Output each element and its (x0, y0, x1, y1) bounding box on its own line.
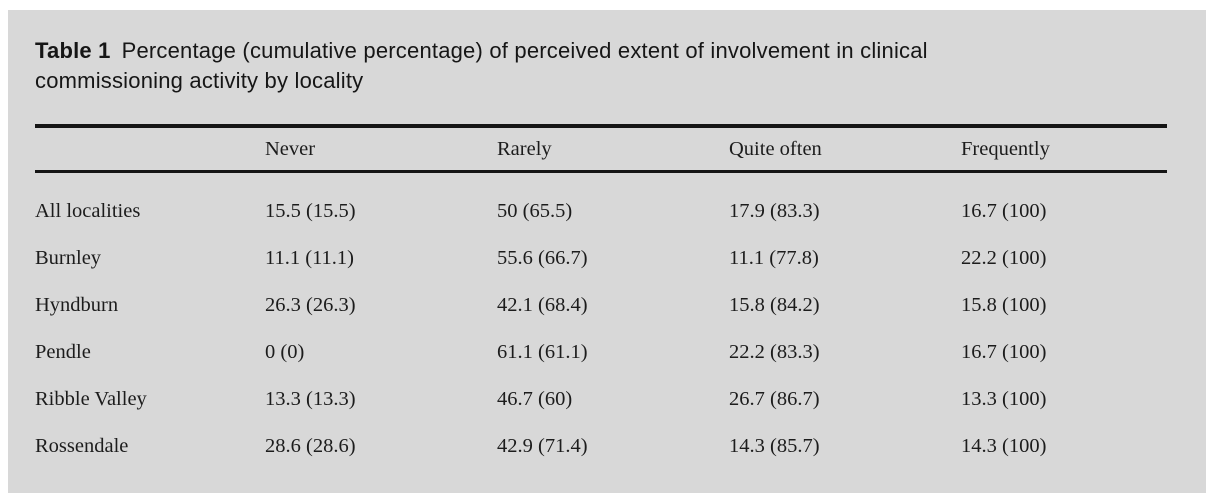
cell-value: 28.6 (28.6) (265, 435, 356, 457)
cell-value: 46.7 (60) (497, 388, 573, 410)
involvement-table: Never Rarely Quite often Frequently All … (35, 124, 1167, 470)
row-label: All localities (35, 200, 141, 222)
cell-value: 15.8 (100) (961, 294, 1047, 316)
row-label: Burnley (35, 247, 102, 269)
cell-value: 22.2 (83.3) (729, 341, 820, 363)
cell-value: 17.9 (83.3) (729, 200, 820, 222)
table-number-label: Table 1 (35, 38, 111, 63)
cell-value: 15.8 (84.2) (729, 294, 820, 316)
cell-value: 55.6 (66.7) (497, 247, 588, 269)
cell-value: 26.3 (26.3) (265, 294, 356, 316)
cell-value: 13.3 (100) (961, 388, 1047, 410)
cell-value: 15.5 (15.5) (265, 200, 356, 222)
header-empty-cell (35, 126, 265, 172)
row-label: Hyndburn (35, 294, 119, 316)
table-row: All localities 15.5 (15.5) 50 (65.5) 17.… (35, 172, 1167, 236)
table-row: Hyndburn 26.3 (26.3) 42.1 (68.4) 15.8 (8… (35, 282, 1167, 329)
header-row: Never Rarely Quite often Frequently (35, 126, 1167, 172)
cell-value: 14.3 (100) (961, 435, 1047, 457)
cell-value: 14.3 (85.7) (729, 435, 820, 457)
cell-value: 50 (65.5) (497, 200, 573, 222)
table-row: Ribble Valley 13.3 (13.3) 46.7 (60) 26.7… (35, 376, 1167, 423)
row-label: Pendle (35, 341, 91, 363)
table-caption-line1: Percentage (cumulative percentage) of pe… (121, 38, 928, 63)
table-row: Pendle 0 (0) 61.1 (61.1) 22.2 (83.3) 16.… (35, 329, 1167, 376)
cell-value: 42.9 (71.4) (497, 435, 588, 457)
cell-value: 16.7 (100) (961, 341, 1047, 363)
row-label: Ribble Valley (35, 388, 147, 410)
cell-value: 11.1 (77.8) (729, 247, 819, 269)
cell-value: 26.7 (86.7) (729, 388, 820, 410)
table-panel: Table 1 Percentage (cumulative percentage… (8, 10, 1206, 493)
cell-value: 13.3 (13.3) (265, 388, 356, 410)
header-quite-often: Quite often (729, 137, 822, 160)
table-row: Burnley 11.1 (11.1) 55.6 (66.7) 11.1 (77… (35, 235, 1167, 282)
cell-value: 42.1 (68.4) (497, 294, 588, 316)
cell-value: 61.1 (61.1) (497, 341, 588, 363)
cell-value: 11.1 (11.1) (265, 247, 355, 269)
cell-value: 16.7 (100) (961, 200, 1047, 222)
cell-value: 22.2 (100) (961, 247, 1047, 269)
cell-value: 0 (0) (265, 341, 305, 363)
row-label: Rossendale (35, 435, 129, 457)
header-frequently: Frequently (961, 137, 1050, 160)
table-caption: Table 1 Percentage (cumulative percentage… (35, 36, 1176, 96)
table-body: All localities 15.5 (15.5) 50 (65.5) 17.… (35, 172, 1167, 471)
header-rarely: Rarely (497, 137, 552, 160)
table-caption-line2: commissioning activity by locality (35, 68, 364, 93)
table-header: Never Rarely Quite often Frequently (35, 126, 1167, 172)
header-never: Never (265, 137, 316, 160)
table-row: Rossendale 28.6 (28.6) 42.9 (71.4) 14.3 … (35, 423, 1167, 470)
